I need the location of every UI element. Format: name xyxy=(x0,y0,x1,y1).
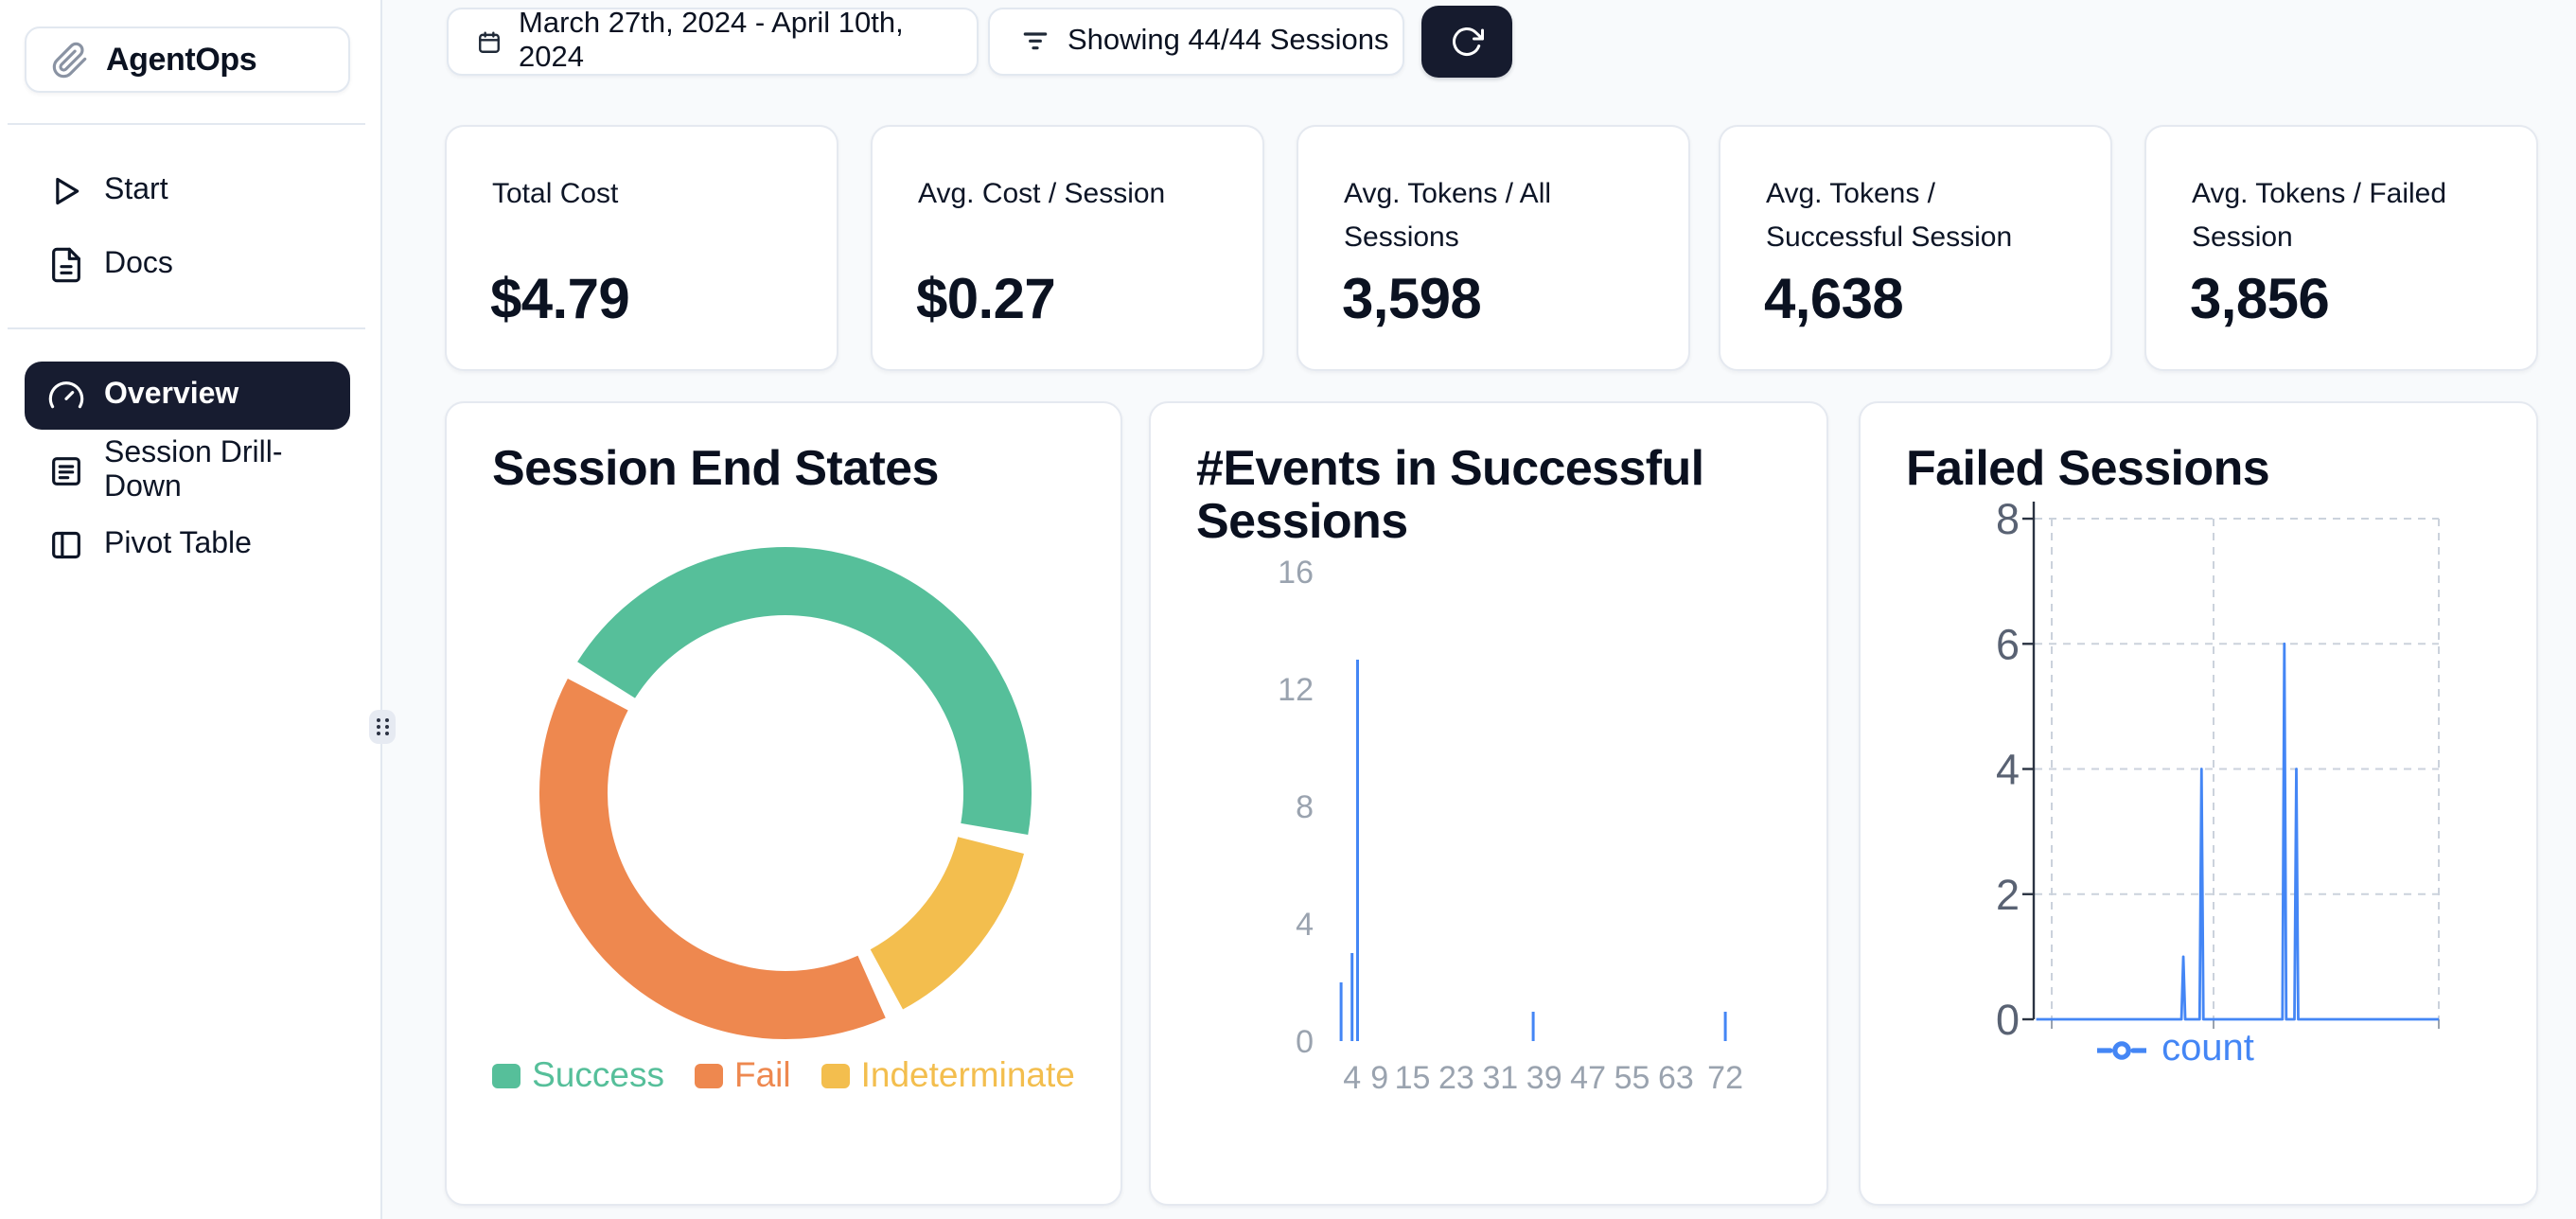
brand-name: AgentOps xyxy=(106,41,257,77)
stat-value: 3,856 xyxy=(2190,269,2330,331)
stat-label: Avg. Tokens / Failed Session xyxy=(2192,178,2447,253)
failed-sessions-line-chart: 0 2 4 6 8 xyxy=(1996,495,2440,1044)
sidebar-item-label: Session Drill-Down xyxy=(104,437,283,504)
line-series-marker-icon xyxy=(2097,1040,2147,1059)
calendar-icon xyxy=(479,30,500,52)
svg-text:39: 39 xyxy=(1526,1060,1562,1096)
svg-text:8: 8 xyxy=(1996,495,2020,543)
events-in-successful-sessions-card: #Events in Successful Sessions 0 4 8 12 16 4 9… xyxy=(1149,401,1828,1206)
legend-swatch xyxy=(820,1063,850,1087)
sidebar-item-label: Overview xyxy=(104,379,239,411)
stat-value: 4,638 xyxy=(1764,269,1904,331)
svg-text:31: 31 xyxy=(1482,1060,1518,1096)
legend-swatch xyxy=(492,1063,521,1087)
svg-text:72: 72 xyxy=(1707,1060,1743,1096)
svg-text:47: 47 xyxy=(1570,1060,1606,1096)
sidebar-item-label: Start xyxy=(104,174,168,206)
svg-text:23: 23 xyxy=(1438,1060,1474,1096)
session-end-states-card: Session End States Success Fail Indeterm… xyxy=(445,401,1122,1206)
brand-logo[interactable]: AgentOps xyxy=(25,26,350,93)
sidebar-divider xyxy=(8,327,365,329)
stat-value: $0.27 xyxy=(916,269,1056,331)
stat-card-avg-tokens-successful: Avg. Tokens / Successful Session 4,638 xyxy=(1719,125,2112,371)
session-end-states-donut-chart xyxy=(539,547,1032,1039)
filter-icon xyxy=(1023,32,1048,50)
svg-text:15: 15 xyxy=(1395,1060,1431,1096)
stat-label: Avg. Tokens / All Sessions xyxy=(1344,178,1552,253)
sidebar-item-label: Docs xyxy=(104,248,173,280)
sessions-filter-button[interactable]: Showing 44/44 Sessions xyxy=(988,8,1404,76)
svg-text:6: 6 xyxy=(1996,620,2020,668)
svg-text:63: 63 xyxy=(1658,1060,1694,1096)
date-range-label: March 27th, 2024 - April 10th, 2024 xyxy=(519,8,904,74)
donut-legend: Success Fail Indeterminate xyxy=(447,1054,1120,1096)
stat-value: $4.79 xyxy=(490,269,630,331)
count-legend-label: count xyxy=(2161,1028,2254,1069)
sidebar-item-docs[interactable]: Docs xyxy=(25,231,350,299)
panel-left-icon xyxy=(52,531,80,559)
sidebar-divider xyxy=(8,123,365,125)
grip-dots-icon xyxy=(377,718,389,735)
failed-sessions-card: Failed Sessions 0 2 4 6 8 count xyxy=(1859,401,2538,1206)
paperclip-icon xyxy=(51,41,89,79)
play-icon xyxy=(56,177,79,205)
stat-label: Avg. Tokens / Successful Session xyxy=(1766,178,2013,253)
legend-swatch xyxy=(694,1063,723,1087)
svg-text:0: 0 xyxy=(1296,1024,1314,1060)
legend-item-success[interactable]: Success xyxy=(492,1054,664,1096)
legend-item-indeterminate[interactable]: Indeterminate xyxy=(820,1054,1075,1096)
legend-item-fail[interactable]: Fail xyxy=(694,1054,791,1096)
document-lines-icon xyxy=(52,457,80,486)
refresh-icon xyxy=(1453,27,1484,56)
stat-card-total-cost: Total Cost $4.79 xyxy=(445,125,838,371)
stat-card-avg-tokens-failed: Avg. Tokens / Failed Session 3,856 xyxy=(2144,125,2538,371)
sidebar-resize-handle[interactable] xyxy=(369,710,396,744)
svg-text:55: 55 xyxy=(1614,1060,1650,1096)
gauge-icon xyxy=(48,381,84,409)
sidebar-item-start[interactable]: Start xyxy=(25,157,350,225)
svg-text:9: 9 xyxy=(1370,1060,1388,1096)
stat-value: 3,598 xyxy=(1342,269,1482,331)
sidebar-item-label: Pivot Table xyxy=(104,528,252,560)
svg-text:4: 4 xyxy=(1343,1060,1361,1096)
refresh-button[interactable] xyxy=(1421,6,1512,78)
svg-text:4: 4 xyxy=(1296,907,1314,943)
svg-text:2: 2 xyxy=(1996,871,2020,919)
count-legend[interactable]: count xyxy=(1906,1028,2445,1071)
chart-title: Session End States xyxy=(492,439,939,496)
legend-label: Success xyxy=(532,1054,664,1094)
sidebar-item-session-drill-down[interactable]: Session Drill-Down xyxy=(25,437,350,505)
date-range-button[interactable]: March 27th, 2024 - April 10th, 2024 xyxy=(447,8,979,76)
chart-title: #Events in Successful Sessions xyxy=(1196,439,1704,549)
file-text-icon xyxy=(52,247,80,283)
sidebar: AgentOps Start Docs Overview Session Dri… xyxy=(0,0,382,1219)
stat-label: Avg. Cost / Session xyxy=(918,178,1166,210)
legend-label: Fail xyxy=(733,1054,791,1094)
sessions-filter-label: Showing 44/44 Sessions xyxy=(1067,25,1389,57)
svg-text:16: 16 xyxy=(1278,555,1314,591)
svg-text:4: 4 xyxy=(1996,746,2020,794)
svg-text:8: 8 xyxy=(1296,789,1314,825)
sidebar-item-overview[interactable]: Overview xyxy=(25,362,350,430)
stat-card-avg-cost-session: Avg. Cost / Session $0.27 xyxy=(871,125,1264,371)
stat-label: Total Cost xyxy=(492,178,619,210)
chart-title: Failed Sessions xyxy=(1906,439,2270,496)
stat-card-avg-tokens-all: Avg. Tokens / All Sessions 3,598 xyxy=(1297,125,1690,371)
svg-text:12: 12 xyxy=(1278,672,1314,708)
sidebar-item-pivot-table[interactable]: Pivot Table xyxy=(25,511,350,579)
legend-label: Indeterminate xyxy=(860,1054,1075,1094)
svg-text:0: 0 xyxy=(1996,996,2020,1044)
